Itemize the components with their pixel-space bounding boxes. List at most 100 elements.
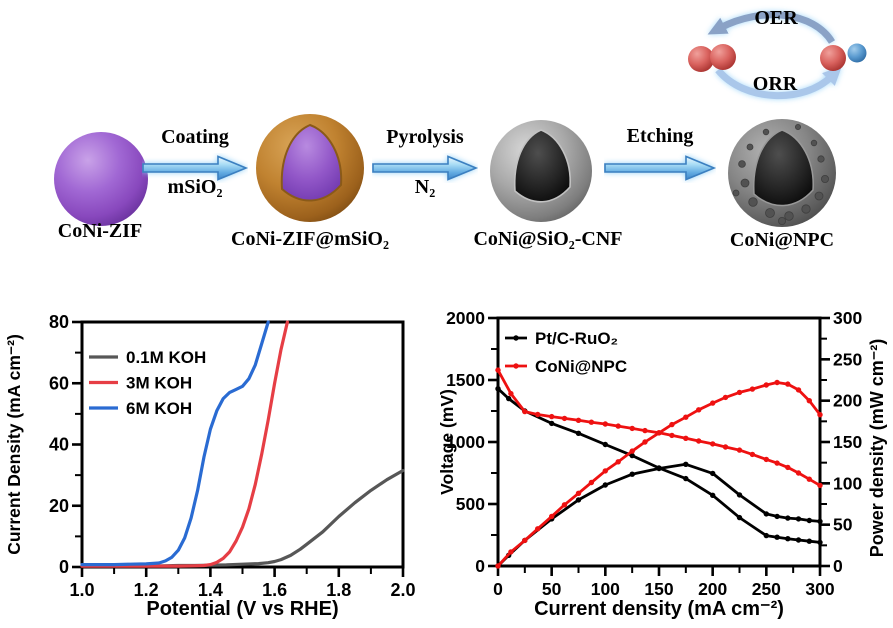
series-marker <box>549 420 555 427</box>
series-marker <box>736 492 743 498</box>
series-line-Pt/C-RuO₂ power <box>496 462 822 568</box>
x-tick-label: 2.0 <box>390 580 415 600</box>
y-tick-label: 60 <box>49 373 69 393</box>
y2-tick-label: 50 <box>833 515 853 535</box>
series-marker <box>795 387 802 393</box>
series-marker <box>683 461 689 467</box>
pores <box>732 124 830 226</box>
series-line-3M KOH <box>80 320 289 568</box>
series-marker <box>736 447 743 453</box>
series-line-0.1M KOH <box>80 468 405 568</box>
series-marker <box>763 382 769 388</box>
series-marker <box>629 425 635 432</box>
series-marker <box>736 514 743 521</box>
label-step-3: CoNi@SiO₂-CNF <box>473 228 623 250</box>
legend-label: Pt/C-RuO₂ <box>535 329 618 348</box>
oer-label: OER <box>754 7 798 29</box>
x-tick-label: 300 <box>805 579 834 599</box>
series-marker <box>763 511 769 517</box>
orr-arrow-icon <box>715 66 842 99</box>
series-marker <box>669 432 675 439</box>
series-marker <box>615 459 621 465</box>
series-marker <box>535 526 541 532</box>
series-marker <box>795 537 802 543</box>
coni-zif-msio2-sphere-icon <box>256 114 364 222</box>
series-marker <box>561 415 568 422</box>
series-marker <box>806 476 812 482</box>
y2-axis-title: Power density (mW cm⁻²) <box>867 339 887 558</box>
series-marker <box>817 539 823 546</box>
series-marker <box>629 448 635 454</box>
series-marker <box>795 516 802 522</box>
x-tick-label: 50 <box>542 579 562 599</box>
series-marker <box>575 430 582 436</box>
series-marker <box>763 456 769 463</box>
legend-label: 3M KOH <box>126 374 192 393</box>
series-marker <box>774 513 780 520</box>
series-marker <box>575 490 582 496</box>
x-tick-label: 150 <box>644 579 673 599</box>
series-marker <box>806 538 812 544</box>
series-marker <box>495 563 501 569</box>
axis-frame <box>80 320 405 569</box>
series-marker <box>683 414 689 420</box>
x-axis-title: Current density (mA cm⁻²) <box>534 598 784 620</box>
etching-arrow-icon <box>604 155 716 181</box>
y2-tick-label: 100 <box>833 473 862 493</box>
x-axis-title: Potential (V vs RHE) <box>146 598 338 620</box>
label-step-1: CoNi-ZIF <box>57 220 143 242</box>
pyrolysis-arrow-icon <box>372 155 478 181</box>
x-tick-label: 100 <box>591 579 620 599</box>
legend-marker <box>513 335 519 341</box>
y2-tick-label: 300 <box>833 308 862 328</box>
coni-npc-sphere-icon <box>728 119 836 227</box>
series-marker <box>736 389 743 396</box>
y-tick-label: 500 <box>456 494 485 514</box>
series-marker <box>642 427 648 434</box>
series-marker <box>774 534 780 540</box>
orr-label: ORR <box>752 73 798 95</box>
series-marker <box>785 515 791 521</box>
series-marker <box>806 517 812 524</box>
series-line-CoNi@NPC power <box>496 381 822 568</box>
series-marker <box>602 482 608 488</box>
y-tick-label: 40 <box>49 435 69 455</box>
axis-frame <box>496 316 822 568</box>
y2-tick-label: 150 <box>833 432 862 452</box>
series-marker <box>683 435 689 441</box>
series-marker <box>749 386 756 392</box>
series-marker <box>722 394 729 401</box>
legend-label: 6M KOH <box>126 399 192 418</box>
series-marker <box>642 439 648 445</box>
y-tick-label: 1000 <box>446 432 485 452</box>
n2-label: N₂ <box>414 176 436 198</box>
x-tick-label: 200 <box>698 579 727 599</box>
y2-tick-label: 200 <box>833 391 862 411</box>
series-marker <box>522 537 528 544</box>
legend-marker <box>513 363 519 369</box>
label-step-2: CoNi-ZIF@mSiO₂ <box>231 228 389 250</box>
y-tick-label: 0 <box>59 557 69 577</box>
series-marker <box>561 502 568 508</box>
series-marker <box>508 390 514 397</box>
series-marker <box>656 465 662 472</box>
series-marker <box>602 468 608 474</box>
series-marker <box>696 438 702 444</box>
series-marker <box>588 479 595 486</box>
y-axis-title: Voltage (mV) <box>437 389 457 495</box>
series-marker <box>629 452 635 459</box>
msio2-label: mSiO₂ <box>167 176 223 198</box>
series-marker <box>522 408 528 415</box>
coni-zif-sphere-icon <box>54 132 148 226</box>
series-marker <box>710 492 716 498</box>
series-marker <box>749 451 756 458</box>
synthesis-scheme: CoNi-ZIF Coating mSiO₂ CoNi-ZIF@mSiO₂ Py… <box>0 0 893 290</box>
oer-arrow-icon <box>707 11 835 44</box>
series-marker <box>795 470 802 476</box>
series-marker <box>817 412 823 418</box>
legend-label: CoNi@NPC <box>535 357 627 376</box>
o2-molecule-icon <box>688 44 736 72</box>
series-marker <box>763 532 769 539</box>
series-marker <box>506 395 512 402</box>
series-marker <box>588 419 595 425</box>
